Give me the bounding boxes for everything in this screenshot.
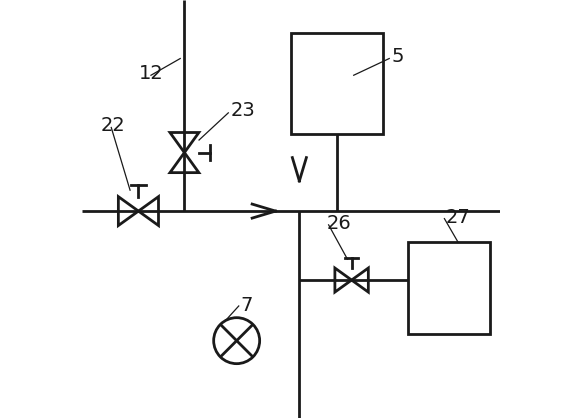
Bar: [291, 33, 383, 134]
Text: 5: 5: [391, 47, 404, 66]
Text: 26: 26: [327, 214, 352, 233]
Text: 12: 12: [139, 64, 163, 83]
Text: 23: 23: [230, 101, 255, 120]
Bar: [408, 242, 489, 334]
Text: 27: 27: [446, 208, 470, 227]
Text: 22: 22: [101, 116, 126, 135]
Text: 7: 7: [240, 296, 253, 315]
